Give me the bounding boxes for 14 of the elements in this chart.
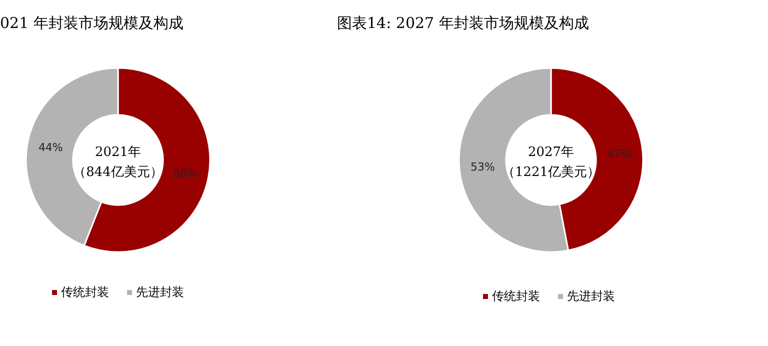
legend-label: 传统封装 [61, 285, 109, 299]
chart-title: 图表14: 2027 年封装市场规模及构成 [337, 14, 589, 32]
data-label: 47% [607, 148, 632, 161]
legend-label: 先进封装 [567, 289, 615, 303]
legend-label: 先进封装 [136, 285, 184, 299]
text: 2021年 [94, 145, 142, 160]
text: 2027年 [528, 145, 574, 160]
text: （1221亿美元） [502, 164, 600, 180]
data-label: 56% [173, 166, 198, 180]
data-label: 44% [38, 141, 63, 154]
text: （844亿美元） [73, 164, 163, 180]
data-label: 53% [470, 160, 495, 174]
chart-title: 021 年封装市场规模及构成 [0, 14, 184, 32]
legend-label: 传统封装 [492, 289, 540, 303]
